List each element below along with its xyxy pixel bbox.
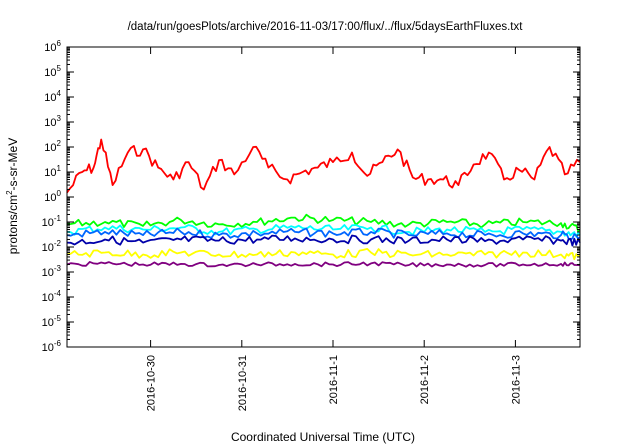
series-layer bbox=[66, 138, 581, 268]
y-tick-label-6: 100 bbox=[44, 189, 61, 204]
series-line-6 bbox=[66, 261, 581, 268]
series-line-0 bbox=[66, 138, 581, 194]
y-axis-label: protons/cm2-s-sr-MeV bbox=[5, 138, 20, 254]
y-tick-label-2: 10-4 bbox=[42, 289, 62, 304]
x-tick-label-4: 2016-11-3 bbox=[510, 355, 522, 404]
chart-title: /data/run/goesPlots/archive/2016-11-03/1… bbox=[128, 21, 524, 33]
x-tick-label-0: 2016-10-30 bbox=[146, 355, 158, 411]
axis-layer: 10-6 10-5 10-4 10-3 10-2 10-1 100 101 102 103 104 1… bbox=[42, 39, 580, 411]
y-tick-label-11: 105 bbox=[44, 64, 61, 79]
y-tick-label-0: 10-6 bbox=[42, 339, 62, 354]
y-tick-label-7: 101 bbox=[44, 164, 61, 179]
series-line-5 bbox=[66, 248, 581, 261]
x-axis-label: Coordinated Universal Time (UTC) bbox=[231, 430, 415, 444]
x-tick-label-3: 2016-11-2 bbox=[419, 355, 431, 404]
series-line-3 bbox=[66, 227, 581, 241]
y-tick-label-5: 10-1 bbox=[42, 214, 62, 229]
y-tick-label-4: 10-2 bbox=[42, 239, 62, 254]
y-axis-label-text: protons/cm bbox=[6, 195, 20, 254]
series-line-4 bbox=[66, 234, 581, 247]
series-line-1 bbox=[66, 213, 581, 232]
y-tick-label-8: 102 bbox=[44, 139, 61, 154]
x-tick-label-1: 2016-10-31 bbox=[237, 355, 249, 411]
y-axis-label-text-end: -s-sr-MeV bbox=[6, 138, 20, 191]
y-tick-label-3: 10-3 bbox=[42, 264, 62, 279]
y-tick-label-1: 10-5 bbox=[42, 314, 62, 329]
plot-frame bbox=[66, 46, 581, 348]
y-tick-label-12: 106 bbox=[44, 39, 61, 54]
y-tick-label-10: 104 bbox=[44, 89, 61, 104]
x-tick-label-2: 2016-11-1 bbox=[328, 355, 340, 404]
y-tick-label-9: 103 bbox=[44, 114, 61, 129]
y-axis-label-superscript: 2 bbox=[5, 190, 14, 195]
series-line-2 bbox=[66, 224, 581, 238]
